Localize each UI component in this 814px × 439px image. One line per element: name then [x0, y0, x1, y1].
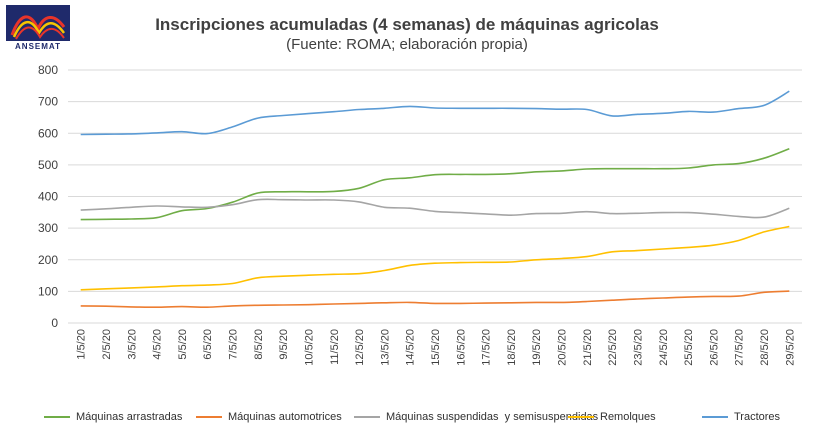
- x-tick-label: 29/5/20: [784, 329, 796, 366]
- x-tick-label: 25/5/20: [683, 329, 695, 366]
- legend-swatch: [196, 416, 222, 418]
- y-tick-label: 200: [38, 253, 58, 267]
- chart-subtitle: (Fuente: ROMA; elaboración propia): [286, 36, 528, 53]
- x-tick-label: 27/5/20: [734, 329, 746, 366]
- y-tick-label: 700: [38, 95, 58, 109]
- y-tick-label: 500: [38, 158, 58, 172]
- legend-label: Tractores: [734, 411, 781, 423]
- x-tick-label: 18/5/20: [506, 329, 518, 366]
- legend-label: Máquinas automotrices: [228, 411, 342, 423]
- series-line-maquinas-arrastradas: [80, 147, 790, 221]
- x-tick-label: 12/5/20: [354, 329, 366, 366]
- x-tick-label: 6/5/20: [202, 329, 214, 360]
- series-lines: [80, 90, 790, 309]
- x-tick-label: 21/5/20: [582, 329, 594, 366]
- legend-swatch: [44, 416, 70, 418]
- x-tick-label: 3/5/20: [126, 329, 138, 360]
- x-tick-label: 8/5/20: [253, 329, 265, 360]
- gridlines: [68, 69, 802, 324]
- x-tick-label: 4/5/20: [152, 329, 164, 360]
- legend-swatch: [354, 416, 380, 418]
- y-tick-label: 0: [51, 316, 58, 330]
- x-tick-label: 15/5/20: [430, 329, 442, 366]
- x-tick-label: 16/5/20: [455, 329, 467, 366]
- legend-swatch: [568, 416, 594, 418]
- x-tick-label: 22/5/20: [607, 329, 619, 366]
- chart-title: Inscripciones acumuladas (4 semanas) de …: [155, 15, 659, 34]
- x-tick-label: 19/5/20: [531, 329, 543, 366]
- x-tick-label: 7/5/20: [228, 329, 240, 360]
- y-tick-label: 300: [38, 221, 58, 235]
- x-axis-ticks: 1/5/20 2/5/20 3/5/20 4/5/20 5/5/20 6/5/20 7/5/…: [76, 329, 797, 366]
- y-tick-label: 400: [38, 190, 58, 204]
- ansemat-logo: ANSEMAT: [6, 5, 70, 51]
- legend-item: Máquinas arrastradas: [44, 411, 182, 423]
- legend-label: Máquinas suspendidas y semisuspendidas: [386, 411, 599, 423]
- x-tick-label: 11/5/20: [329, 329, 341, 365]
- x-tick-label: 13/5/20: [379, 329, 391, 366]
- series-line-maquinas-automotrices: [80, 290, 790, 309]
- x-tick-label: 1/5/20: [76, 329, 88, 360]
- x-tick-label: 5/5/20: [177, 329, 189, 360]
- legend: Máquinas arrastradas Máquinas automotrice…: [0, 411, 814, 429]
- series-line-maquinas-suspendidas-y-semisuspendidas: [80, 198, 790, 219]
- x-tick-label: 17/5/20: [481, 329, 493, 366]
- legend-label: Máquinas arrastradas: [76, 411, 183, 423]
- x-tick-label: 24/5/20: [658, 329, 670, 366]
- legend-item: Tractores: [702, 411, 780, 423]
- y-tick-label: 100: [38, 284, 58, 298]
- x-tick-label: 2/5/20: [101, 329, 113, 360]
- legend-item: Máquinas automotrices: [196, 411, 342, 423]
- x-tick-label: 10/5/20: [303, 329, 315, 366]
- x-tick-label: 9/5/20: [278, 329, 290, 360]
- legend-item: Remolques: [568, 411, 656, 423]
- series-line-remolques: [80, 225, 790, 291]
- x-tick-label: 20/5/20: [557, 329, 569, 366]
- y-tick-label: 600: [38, 126, 58, 140]
- legend-item: Máquinas suspendidas y semisuspendidas: [354, 411, 598, 423]
- legend-label: Remolques: [600, 411, 656, 423]
- logo-text: ANSEMAT: [15, 42, 61, 51]
- series-line-tractores: [80, 90, 790, 136]
- x-tick-label: 14/5/20: [405, 329, 417, 366]
- legend-swatch: [702, 416, 728, 418]
- x-tick-label: 26/5/20: [708, 329, 720, 366]
- y-axis-ticks: 0 100 200 300 400 500 600 700 800: [38, 63, 58, 330]
- y-tick-label: 800: [38, 63, 58, 77]
- x-tick-label: 28/5/20: [759, 329, 771, 366]
- x-tick-label: 23/5/20: [632, 329, 644, 366]
